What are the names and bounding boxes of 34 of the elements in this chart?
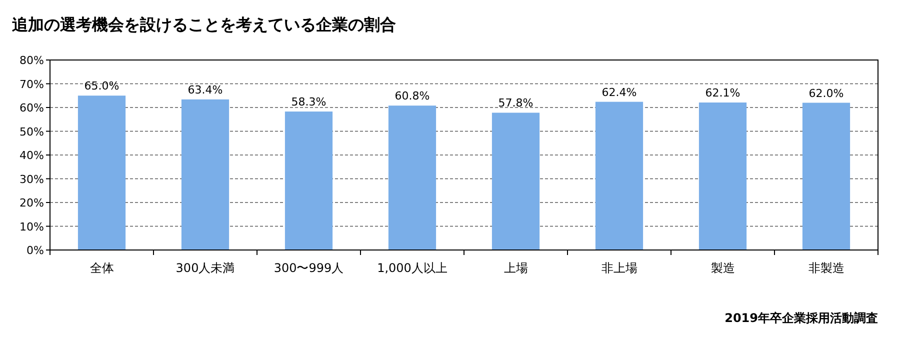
bar (181, 99, 230, 250)
text: 2019年卒企業採用活動調査 (724, 311, 878, 325)
bar (492, 112, 540, 250)
y-tick-label: 70% (20, 78, 44, 91)
y-tick-label: 40% (20, 149, 44, 162)
x-tick-label: 300人未満 (176, 261, 235, 275)
y-tick-label: 80% (20, 54, 44, 67)
y-tick-label: 60% (20, 102, 44, 114)
data-label: 58.3% (291, 96, 326, 109)
data-label: 63.4% (188, 83, 223, 96)
data-label: 62.1% (705, 86, 740, 100)
data-label: 57.8% (498, 96, 534, 110)
y-tick-label: 50% (20, 125, 44, 138)
bar (802, 102, 850, 250)
y-tick-label: 30% (20, 172, 44, 186)
data-label: 60.8% (394, 90, 430, 103)
bar (698, 102, 747, 250)
bar (78, 96, 126, 250)
data-label: 62.0% (808, 86, 844, 100)
chart-title: 追加の選考機会を設けることを考えている企業の割合 (11, 15, 396, 34)
x-tick-label: 上場 (504, 261, 528, 275)
x-tick-label: 全体 (90, 261, 114, 275)
y-tick-label: 0% (26, 244, 44, 257)
data-label: 62.4% (602, 86, 637, 99)
x-tick-label: 1,000人以上 (377, 261, 448, 275)
x-tick-label: 製造 (710, 261, 735, 275)
x-tick-label: 非上場 (601, 261, 638, 275)
bar (595, 102, 644, 250)
bar (388, 106, 436, 250)
x-tick-label: 300〜999人 (274, 261, 344, 275)
y-tick-label: 10% (20, 220, 44, 234)
bar (284, 112, 333, 250)
x-tick-label: 非製造 (808, 261, 844, 275)
y-tick-label: 20% (20, 196, 44, 210)
